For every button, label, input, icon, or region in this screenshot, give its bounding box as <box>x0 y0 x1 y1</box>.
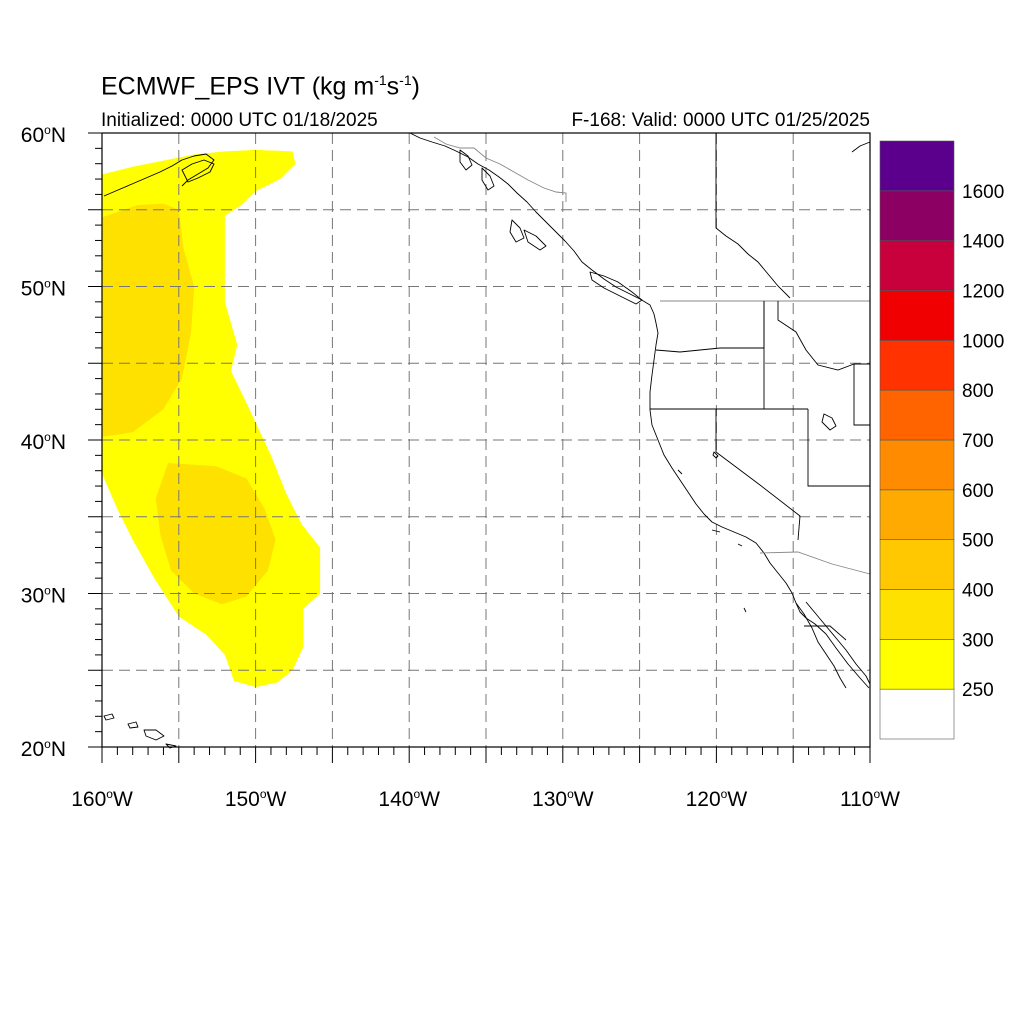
colorbar-label: 500 <box>962 531 994 552</box>
initialized-time: Initialized: 0000 UTC 01/18/2025 <box>101 110 378 131</box>
colorbar-label: 300 <box>962 630 994 651</box>
border-alaska-canada <box>433 136 567 202</box>
graticule <box>102 133 870 747</box>
ivt-300-400-region-north <box>102 203 195 437</box>
colorbar-swatch <box>879 290 955 341</box>
lat-label: 50oN <box>21 277 66 301</box>
ivt-colorbar: 1600 1400 1200 1000 800 700 600 500 400 300 250 <box>879 140 1004 740</box>
lon-label: 110oW <box>840 787 900 811</box>
lon-label: 130oW <box>532 787 594 811</box>
political-borders <box>433 133 871 641</box>
colorbar-swatch <box>879 140 955 192</box>
colorbar-label: 1600 <box>962 182 1004 203</box>
colorbar-swatch <box>879 340 955 391</box>
colorbar-label: 700 <box>962 431 994 452</box>
border-wa-or <box>655 301 765 353</box>
coastline-baja <box>795 601 871 689</box>
border-us-mexico <box>759 551 871 575</box>
lat-label: 30oN <box>21 584 66 608</box>
colorbar-swatch <box>879 489 955 540</box>
coastline-north-america <box>409 132 870 689</box>
colorbar-swatch <box>879 688 955 740</box>
colorbar-label: 600 <box>962 481 994 502</box>
ivt-300-400-region-south <box>155 463 276 605</box>
lon-label: 140oW <box>378 787 440 811</box>
lon-label: 160oW <box>71 787 133 811</box>
coastlines <box>103 132 871 749</box>
colorbar-swatch <box>879 190 955 241</box>
border-or-ca-nv <box>650 408 808 541</box>
colorbar-swatch <box>879 539 955 590</box>
map-axes: 60oN 50oN 40oN 30oN 20oN 160oW 150oW 140oW 130oW… <box>21 123 900 811</box>
valid-time: F-168: Valid: 0000 UTC 01/25/2025 <box>571 110 870 131</box>
border-nevada-utah <box>807 363 870 487</box>
colorbar-label: 1000 <box>962 331 1004 352</box>
great-salt-lake <box>821 413 837 431</box>
colorbar-label: 800 <box>962 381 994 402</box>
border-idaho <box>763 301 855 409</box>
border-baja <box>804 625 847 641</box>
coastline-hawaii <box>103 713 177 749</box>
lat-label: 20oN <box>21 737 66 761</box>
lon-label: 150oW <box>225 787 287 811</box>
coastline-alaska-peninsula <box>103 153 215 197</box>
colorbar-swatch <box>879 639 955 690</box>
ivt-shading <box>102 149 321 688</box>
border-canada-us-west <box>715 133 791 299</box>
colorbar-swatch <box>879 389 955 441</box>
colorbar-swatch <box>879 439 955 491</box>
colorbar-label: 1200 <box>962 282 1004 303</box>
map-title: ECMWF_EPS IVT (kg m-1s-1) <box>101 72 420 101</box>
colorbar-swatch <box>879 589 955 640</box>
colorbar-label: 250 <box>962 680 994 701</box>
lat-label: 60oN <box>21 123 66 147</box>
lake-tahoe <box>712 451 719 459</box>
colorbar-label: 1400 <box>962 232 1004 253</box>
lat-label: 40oN <box>21 430 66 454</box>
coastline-top-right <box>851 141 871 153</box>
lon-label: 120oW <box>686 787 748 811</box>
colorbar-swatch <box>879 240 955 291</box>
coastline-islands <box>459 149 643 305</box>
coastline-channel-islands <box>677 469 747 613</box>
colorbar-label: 400 <box>962 581 994 602</box>
